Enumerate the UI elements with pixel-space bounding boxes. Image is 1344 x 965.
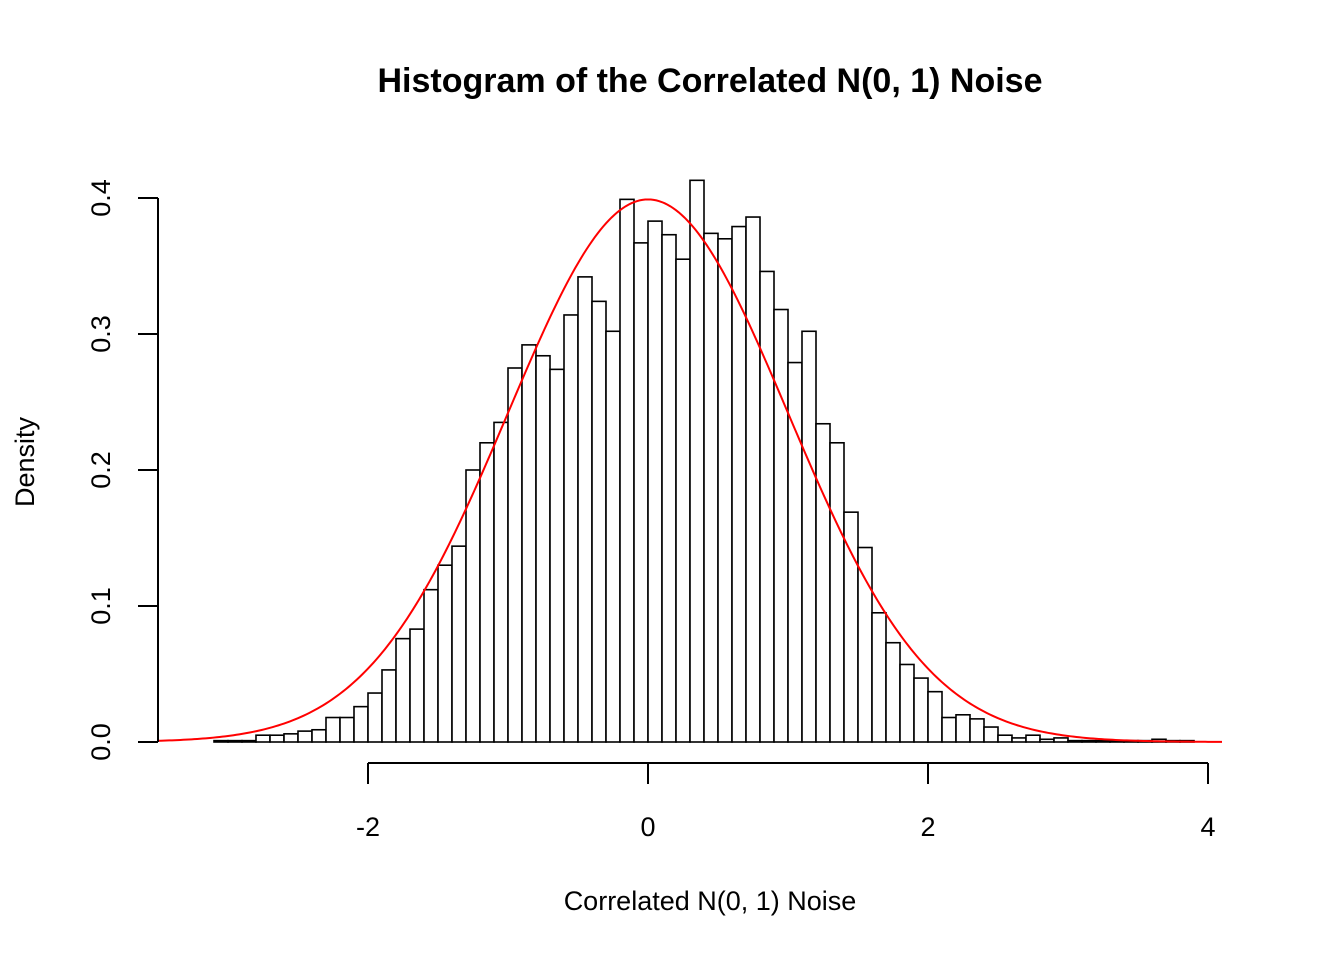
histogram-bar — [563, 314, 579, 743]
histogram-bar — [591, 300, 607, 743]
histogram-bar — [241, 739, 257, 743]
histogram-bar — [577, 276, 593, 743]
histogram-bar — [521, 344, 537, 743]
histogram-bar — [493, 421, 509, 743]
normal-density-curve — [157, 198, 1223, 743]
histogram-bar — [689, 179, 705, 743]
histogram-bar — [843, 511, 859, 743]
histogram-bar — [941, 716, 957, 743]
histogram-bar — [325, 716, 341, 743]
histogram-bar — [619, 198, 635, 743]
chart-title: Histogram of the Correlated N(0, 1) Nois… — [377, 62, 1042, 100]
histogram-bar — [1095, 739, 1111, 743]
histogram-bar — [871, 611, 887, 743]
histogram-bar — [339, 716, 355, 743]
x-tick-label: 4 — [1200, 812, 1215, 842]
x-tick-label: 2 — [920, 812, 935, 842]
histogram-bar — [955, 713, 971, 743]
histogram-bar — [535, 354, 551, 743]
histogram-bar — [927, 690, 943, 743]
histogram-bar — [647, 220, 663, 743]
x-axis-label: Correlated N(0, 1) Noise — [564, 886, 857, 916]
y-tick-label: 0.0 — [86, 723, 116, 761]
histogram-bar — [633, 242, 649, 743]
histogram-bar — [227, 739, 243, 743]
histogram-bar — [745, 216, 761, 743]
y-axis: 0.0 0.1 0.2 0.3 0.4 — [86, 179, 159, 761]
histogram-bar — [703, 232, 719, 743]
histogram-bar — [997, 734, 1013, 743]
histogram-bar — [269, 734, 285, 743]
histogram-bar — [913, 677, 929, 743]
histogram-bar — [1011, 737, 1027, 743]
histogram-bar — [479, 441, 495, 743]
histogram-bar — [605, 330, 621, 743]
histogram-bar — [857, 546, 873, 743]
histogram-bar — [1067, 739, 1083, 743]
histogram-bar — [311, 728, 327, 743]
y-tick-label: 0.1 — [86, 587, 116, 625]
histogram-bar — [675, 258, 691, 743]
x-tick-label: 0 — [640, 812, 655, 842]
histogram-bar — [899, 663, 915, 743]
x-axis: -2 0 2 4 — [356, 762, 1216, 842]
histogram-bar — [297, 730, 313, 743]
histogram-bar — [437, 564, 453, 743]
histogram-bar — [409, 628, 425, 743]
histogram-bar — [353, 705, 369, 743]
histogram-bar — [661, 233, 677, 743]
histogram-bar — [213, 739, 229, 743]
y-tick-label: 0.3 — [86, 315, 116, 353]
histogram-bar — [1039, 738, 1055, 743]
histogram-bar — [759, 270, 775, 743]
histogram-bar — [507, 367, 523, 743]
histogram-bar — [1053, 737, 1069, 743]
histogram-bar — [423, 588, 439, 743]
histogram-bar — [1025, 734, 1041, 743]
histogram-bar — [829, 441, 845, 743]
histogram-bar — [381, 669, 397, 743]
y-axis-label: Density — [10, 416, 40, 507]
y-tick-label: 0.2 — [86, 451, 116, 489]
x-tick-label: -2 — [356, 812, 380, 842]
histogram-bars — [213, 179, 1195, 743]
histogram-bar — [465, 469, 481, 743]
histogram-bar — [367, 692, 383, 743]
histogram-bar — [801, 330, 817, 743]
histogram-bar — [815, 422, 831, 743]
histogram-bar — [969, 718, 985, 743]
histogram-bar — [395, 637, 411, 743]
histogram-bar — [549, 368, 565, 743]
histogram-bar — [983, 726, 999, 743]
histogram-bar — [1081, 739, 1097, 743]
y-tick-label: 0.4 — [86, 179, 116, 217]
histogram-bar — [283, 733, 299, 743]
histogram-bar — [717, 238, 733, 743]
histogram-bar — [451, 545, 467, 743]
histogram-bar — [255, 734, 271, 743]
histogram-bar — [885, 641, 901, 743]
histogram-bar — [773, 308, 789, 743]
